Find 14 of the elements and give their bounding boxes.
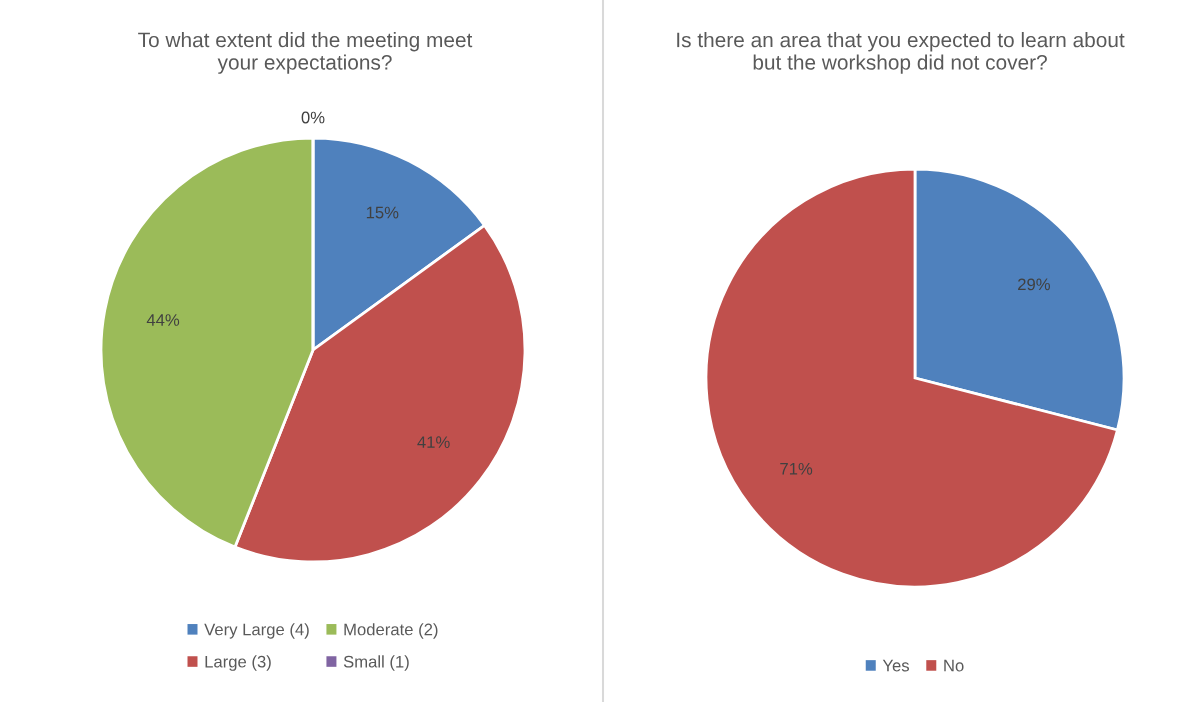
- data-label: 41%: [417, 436, 450, 448]
- data-label: 44%: [146, 314, 180, 326]
- legend-label: No: [944, 659, 964, 672]
- legend-label: Very Large (4): [204, 623, 309, 639]
- legend-label: Yes: [882, 659, 910, 672]
- chart-title: To what extent did the meeting meet your expectations?: [138, 32, 473, 74]
- chart-title: Is there an area that you expected to learn about but the workshop did not cover?: [677, 32, 1125, 74]
- text: 0%: [301, 111, 325, 124]
- data-label: 29%: [1018, 278, 1050, 291]
- data-label: 71%: [780, 462, 813, 475]
- legend-label: Moderate (2): [344, 623, 438, 639]
- data-label: 15%: [366, 206, 399, 219]
- legend-label: Small (1): [343, 655, 409, 671]
- legend-label: Large (3): [205, 655, 271, 671]
